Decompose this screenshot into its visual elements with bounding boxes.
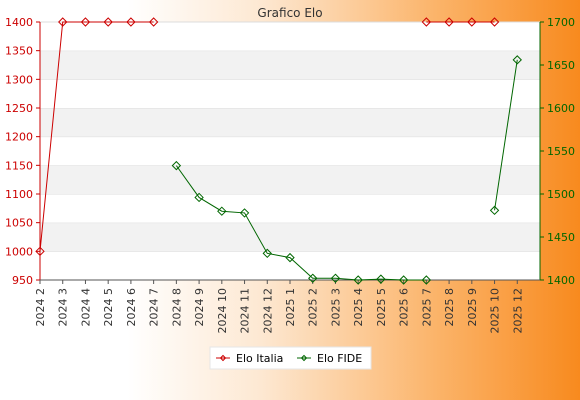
grid-band xyxy=(40,194,540,223)
left-tick-label: 1300 xyxy=(5,73,33,86)
left-tick-label: 1400 xyxy=(5,16,33,29)
data-point-elo-fide xyxy=(262,248,272,259)
x-tick-label: 2025 2 xyxy=(307,288,320,327)
left-tick-label: 1350 xyxy=(5,45,33,58)
data-point-elo-italia xyxy=(103,17,113,27)
legend-marker-elo-italia xyxy=(219,354,227,362)
data-point-elo-italia xyxy=(126,17,136,27)
data-point-elo-fide xyxy=(285,252,295,263)
left-tick-label: 1250 xyxy=(5,102,33,115)
data-point-elo-fide xyxy=(512,55,522,65)
right-tick-label: 1700 xyxy=(547,16,575,29)
grid-band xyxy=(40,79,540,108)
right-tick-label: 1600 xyxy=(547,102,575,115)
grid-band xyxy=(40,165,540,194)
grid-band xyxy=(40,50,540,80)
series-line-elo-fide xyxy=(494,59,518,211)
x-tick-label: 2025 10 xyxy=(489,288,502,334)
data-point-elo-italia xyxy=(489,17,500,27)
x-tick-label: 2025 3 xyxy=(329,288,342,327)
left-tick-label: 1150 xyxy=(5,159,33,172)
x-tick-label: 2024 6 xyxy=(125,288,138,327)
grid-band xyxy=(40,222,540,252)
data-point-elo-italia xyxy=(148,17,159,27)
right-tick-label: 1650 xyxy=(547,59,575,72)
x-tick-label: 2025 6 xyxy=(398,288,411,327)
data-point-elo-fide xyxy=(239,208,250,218)
data-point-elo-fide xyxy=(421,275,432,285)
x-tick-label: 2025 8 xyxy=(443,288,456,327)
x-tick-label: 2025 7 xyxy=(420,288,433,327)
chart-title: Grafico Elo xyxy=(257,6,322,20)
legend: Elo Italia Elo FIDE xyxy=(209,346,372,370)
grid-band xyxy=(40,22,540,51)
data-point-elo-fide xyxy=(330,273,341,283)
data-point-elo-italia xyxy=(467,17,477,27)
data-point-elo-fide xyxy=(217,206,227,216)
data-point-elo-italia xyxy=(444,17,454,27)
x-tick-label: 2025 1 xyxy=(284,288,297,327)
data-point-elo-italia xyxy=(80,17,91,27)
x-tick-label: 2024 8 xyxy=(170,288,183,327)
data-point-elo-fide xyxy=(398,275,409,285)
legend-box xyxy=(209,346,372,370)
data-point-elo-fide xyxy=(308,273,318,283)
data-point-elo-italia xyxy=(421,17,432,27)
x-tick-label: 2024 2 xyxy=(34,288,47,327)
grid-band xyxy=(40,251,540,280)
data-point-elo-fide xyxy=(376,274,386,284)
x-tick-label: 2025 9 xyxy=(466,288,479,327)
left-tick-label: 950 xyxy=(12,274,33,287)
x-tick-label: 2025 4 xyxy=(352,288,365,327)
right-tick-label: 1400 xyxy=(547,274,575,287)
data-point-elo-fide xyxy=(194,192,204,203)
right-tick-label: 1450 xyxy=(547,231,575,244)
left-tick-label: 1050 xyxy=(5,217,33,230)
right-tick-label: 1500 xyxy=(547,188,575,201)
data-point-elo-fide xyxy=(353,275,363,285)
legend-label-elo-fide: Elo FIDE xyxy=(317,352,362,365)
left-tick-label: 1100 xyxy=(5,188,33,201)
data-point-elo-italia xyxy=(35,246,45,257)
data-point-elo-italia xyxy=(58,17,68,27)
x-tick-label: 2025 12 xyxy=(511,288,524,334)
data-point-elo-fide xyxy=(171,160,182,171)
data-point-elo-fide xyxy=(489,205,500,216)
x-tick-label: 2024 3 xyxy=(57,288,70,327)
x-tick-label: 2024 4 xyxy=(79,288,92,327)
x-tick-label: 2024 5 xyxy=(102,288,115,327)
x-tick-label: 2024 10 xyxy=(216,288,229,334)
x-tick-label: 2024 9 xyxy=(193,288,206,327)
legend-marker-elo-fide xyxy=(300,354,308,362)
left-tick-label: 1000 xyxy=(5,245,33,258)
right-tick-label: 1550 xyxy=(547,145,575,158)
grid-band xyxy=(40,108,540,137)
x-tick-label: 2024 11 xyxy=(239,288,252,334)
legend-label-elo-italia: Elo Italia xyxy=(236,352,283,365)
grid-band xyxy=(40,136,540,166)
x-tick-label: 2024 12 xyxy=(261,288,274,334)
left-tick-label: 1200 xyxy=(5,131,33,144)
x-tick-label: 2024 7 xyxy=(148,288,161,327)
x-tick-label: 2025 5 xyxy=(375,288,388,327)
